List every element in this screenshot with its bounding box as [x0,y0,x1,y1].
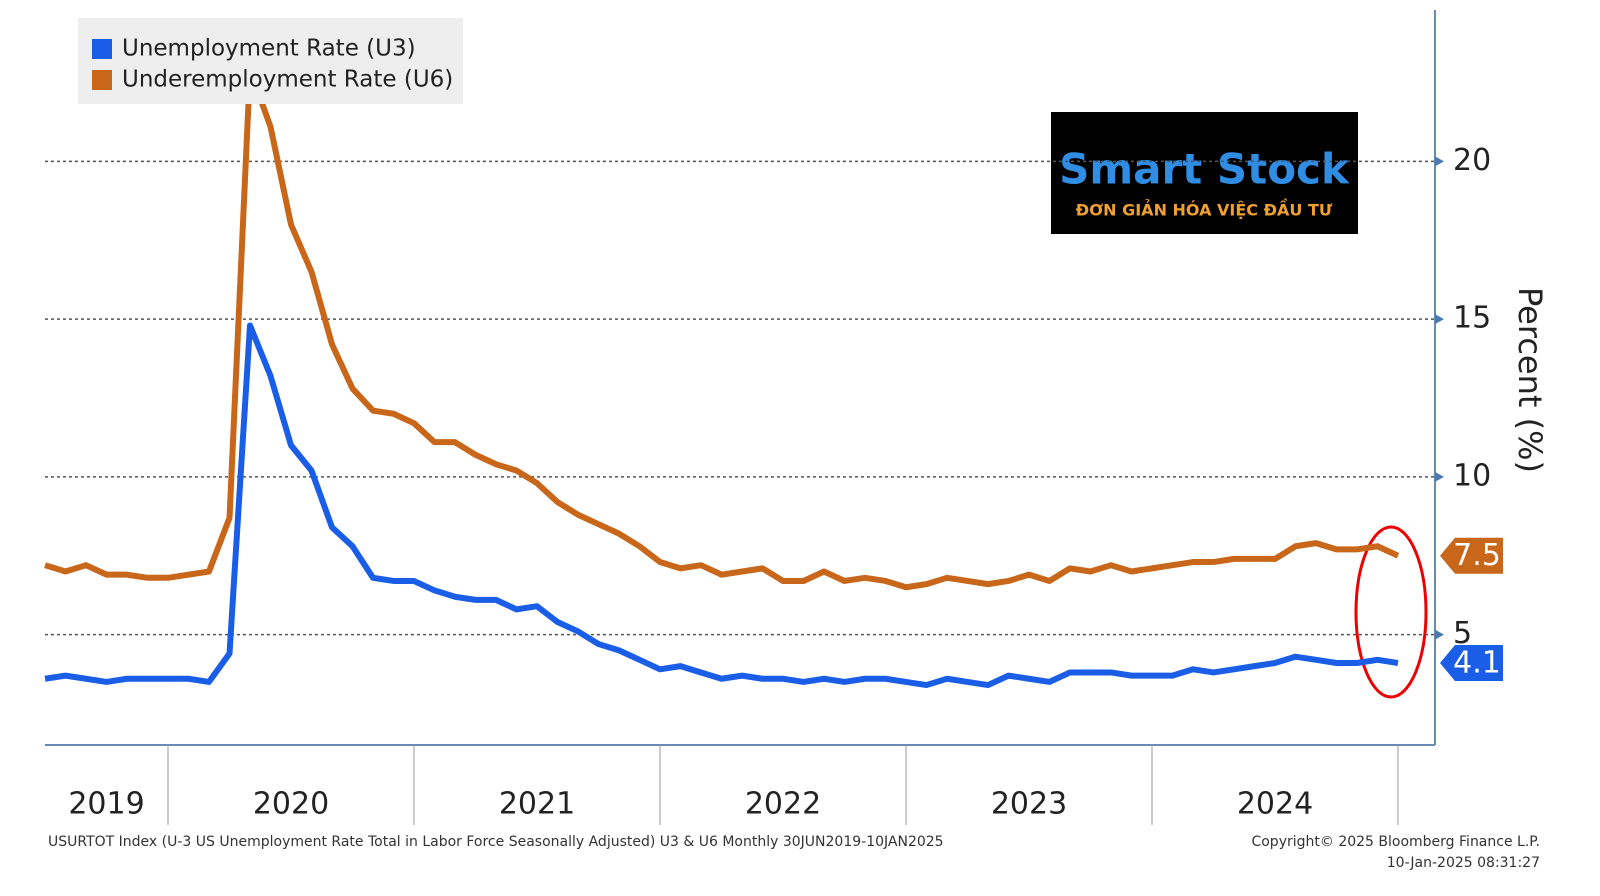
legend-swatch [92,70,112,90]
series-line [44,66,1400,591]
x-tick-label: 2024 [1237,787,1313,822]
y-tick-label: 10 [1453,458,1491,493]
footer-right: 10-Jan-2025 08:31:27 [1387,855,1540,871]
x-tick-label: 2023 [991,787,1067,822]
watermark-box [1051,112,1358,234]
legend-label: Underemployment Rate (U6) [122,67,453,93]
y-tick [1435,314,1444,325]
legend-swatch [92,39,112,59]
last-value-label: 7.5 [1453,538,1501,573]
watermark-brand: Smart Stock [1059,145,1350,194]
x-tick-label: 2020 [253,787,329,822]
y-axis-label: Percent (%) [1511,287,1549,473]
y-tick-label: 20 [1453,143,1491,178]
footer-right: Copyright© 2025 Bloomberg Finance L.P. [1251,834,1540,850]
watermark-tagline: ĐƠN GIẢN HÓA VIỆC ĐẦU TƯ [1076,199,1333,220]
last-value-tag [1440,644,1503,681]
x-tick-label: 2021 [499,787,575,822]
last-value-label: 4.1 [1453,645,1501,680]
y-tick [1435,629,1444,640]
x-tick-label: 2019 [68,787,144,822]
highlight-ellipse [1354,525,1428,699]
y-tick [1435,156,1444,167]
footer-left: USURTOT Index (U-3 US Unemployment Rate … [48,834,944,850]
last-value-tag [1440,537,1503,574]
y-tick [1435,471,1444,482]
series-line [44,322,1399,689]
x-tick-label: 2022 [745,787,821,822]
y-tick-label: 5 [1453,616,1472,651]
y-tick-label: 15 [1453,301,1491,336]
legend-label: Unemployment Rate (U3) [122,36,416,62]
legend-box [78,18,463,104]
